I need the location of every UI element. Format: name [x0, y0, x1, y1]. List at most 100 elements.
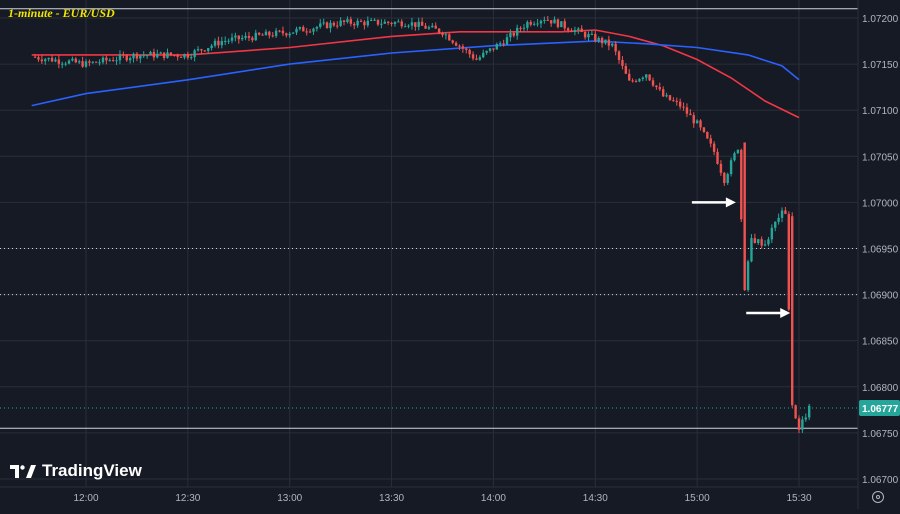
- price-tick-label: 1.07150: [862, 60, 899, 71]
- candle-body: [577, 28, 580, 30]
- candle-body: [451, 40, 454, 43]
- candle-body: [47, 57, 50, 60]
- candle-body: [482, 52, 485, 58]
- candle-body: [614, 43, 617, 52]
- candle-body: [44, 59, 47, 62]
- candle-body: [64, 63, 67, 65]
- tradingview-logo-icon: [10, 465, 36, 478]
- candle-body: [132, 53, 135, 59]
- candle-body: [444, 34, 448, 36]
- candle-body: [665, 95, 668, 97]
- time-tick-label: 13:30: [379, 493, 404, 504]
- candle-body: [757, 239, 760, 244]
- candle-body: [210, 45, 213, 49]
- candle-body: [668, 95, 672, 101]
- candle-body: [295, 28, 298, 33]
- candle-body: [264, 31, 268, 36]
- candle-body: [526, 21, 529, 28]
- candle-body: [261, 34, 264, 36]
- time-tick-label: 14:00: [481, 493, 506, 504]
- candle-body: [532, 23, 536, 25]
- candle-body: [648, 74, 651, 81]
- candle-body: [237, 35, 240, 40]
- candle-body: [288, 33, 291, 36]
- candle-body: [651, 80, 655, 86]
- candle-body: [638, 78, 641, 82]
- candle-body: [414, 22, 417, 27]
- arrow-head: [725, 197, 736, 208]
- ema-red-line: [31, 29, 800, 119]
- candle-body: [251, 37, 254, 41]
- candle-body: [492, 48, 495, 50]
- price-tick-label: 1.06950: [862, 245, 899, 256]
- arrow-head: [780, 308, 791, 319]
- candle-body: [770, 227, 774, 240]
- candle-body: [689, 113, 692, 116]
- price-axis[interactable]: 1.07200 1.07150 1.07100 1.07050 1.07000 1.069…: [857, 0, 900, 509]
- time-tick-label: 12:00: [73, 493, 98, 504]
- candle-body: [505, 37, 509, 45]
- candle-body: [461, 46, 465, 49]
- candle-body: [196, 49, 200, 51]
- price-tick-label: 1.06900: [862, 291, 899, 302]
- candle-body: [149, 51, 152, 56]
- moving-average-lines: [31, 29, 800, 119]
- candle-body: [424, 25, 427, 29]
- candle-body: [600, 37, 604, 44]
- candle-body: [706, 132, 709, 139]
- candle-body: [353, 23, 356, 26]
- candle-body: [81, 61, 84, 67]
- candle-body: [546, 19, 549, 21]
- candle-body: [325, 22, 329, 29]
- candle-body: [471, 54, 475, 59]
- candle-body: [417, 21, 420, 27]
- candle-body: [804, 417, 807, 420]
- candle-body: [234, 35, 237, 38]
- candle-body: [712, 143, 716, 152]
- candle-body: [488, 48, 492, 51]
- candle-body: [128, 58, 132, 61]
- candle-body: [750, 238, 753, 262]
- candle-body: [740, 149, 743, 220]
- candle-body: [617, 51, 621, 60]
- candle-body: [791, 216, 794, 406]
- settings-icon[interactable]: [872, 491, 884, 503]
- price-tick-label: 1.06800: [862, 383, 899, 394]
- candle-body: [190, 57, 193, 59]
- candle-body: [162, 52, 166, 58]
- price-tick-label: 1.07000: [862, 198, 899, 209]
- time-tick-label: 15:30: [786, 493, 811, 504]
- candle-body: [709, 138, 712, 144]
- candle-body: [122, 54, 125, 56]
- candle-body: [71, 58, 74, 61]
- candle-body: [254, 32, 257, 41]
- candle-body: [291, 32, 295, 34]
- last-price-badge: [859, 400, 900, 417]
- arrow-annotations: [691, 197, 791, 319]
- candle-body: [145, 55, 149, 57]
- candles-group: [33, 16, 811, 434]
- candle-body: [101, 57, 105, 63]
- candle-body: [685, 107, 689, 114]
- price-tick-label: 1.07050: [862, 152, 899, 163]
- candle-body: [410, 22, 414, 26]
- candle-body: [580, 28, 583, 32]
- candle-body: [356, 20, 359, 26]
- time-axis[interactable]: 12:00 12:30 13:00 13:30 14:00 14:30 15:00 15:30: [0, 486, 858, 504]
- candle-body: [794, 405, 797, 419]
- candle-body: [604, 39, 607, 44]
- tradingview-logo: TradingView: [10, 461, 142, 481]
- horizontal-lines: [0, 8, 858, 429]
- time-tick-label: 12:30: [175, 493, 200, 504]
- candle-body: [570, 30, 573, 33]
- candle-body: [67, 60, 71, 64]
- candle-body: [207, 48, 210, 52]
- candle-body: [183, 53, 186, 58]
- candle-body: [281, 30, 285, 34]
- candle-body: [322, 22, 325, 24]
- candle-body: [230, 37, 234, 41]
- candle-body: [458, 45, 461, 47]
- candle-body: [628, 73, 631, 81]
- candle-body: [91, 61, 94, 63]
